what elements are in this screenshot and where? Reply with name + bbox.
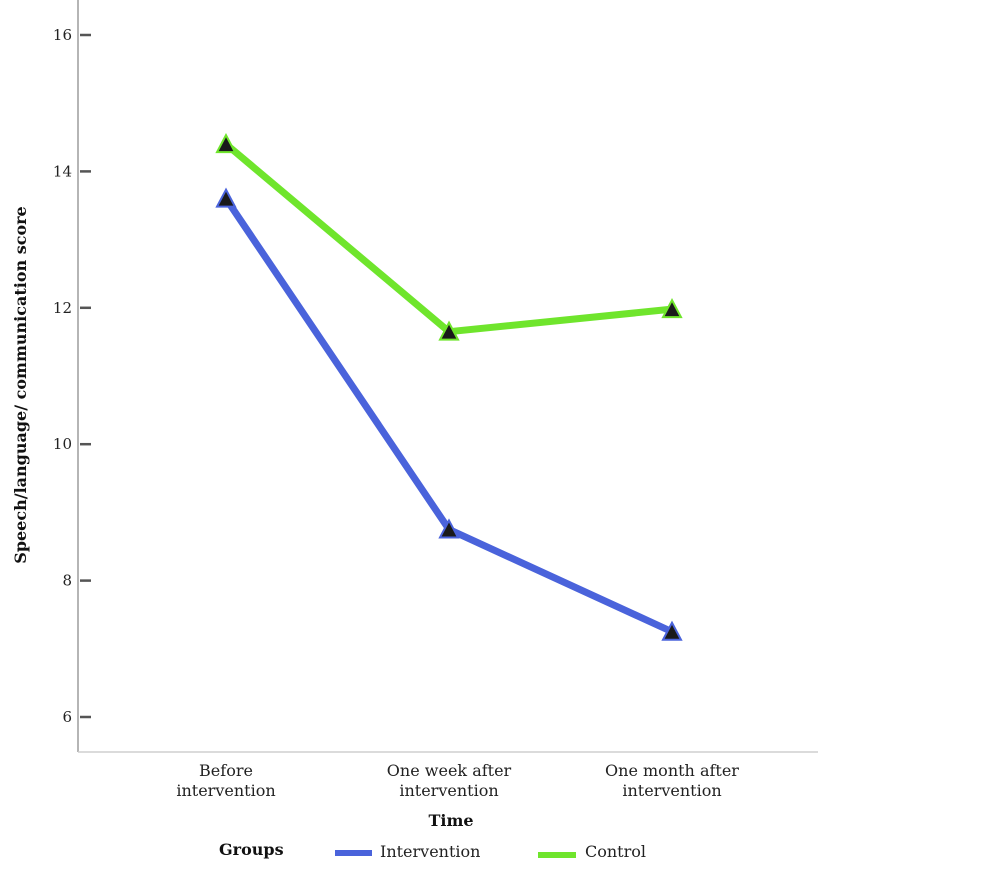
series-line-intervention: [222, 195, 676, 636]
series-lines: [222, 140, 676, 636]
data-point-intervention: [215, 187, 237, 208]
legend-title: Groups: [219, 840, 284, 859]
x-tick-label: One month after intervention: [605, 761, 739, 800]
data-point-control: [438, 320, 460, 341]
y-tick-label: 12: [53, 299, 72, 317]
data-point-control: [661, 298, 683, 319]
x-axis-title: Time: [428, 811, 473, 830]
data-point-control: [215, 132, 237, 154]
y-ticks: 6 8 10 12 14 16: [53, 26, 91, 726]
x-tick-labels: Before intervention One week after interven…: [176, 761, 739, 800]
y-axis-title: Speech/language/ communication score: [11, 206, 30, 563]
y-tick-label: 14: [53, 162, 72, 180]
data-point-intervention: [438, 518, 460, 539]
x-tick-label: Before intervention: [176, 761, 275, 800]
markers: [215, 132, 683, 641]
y-tick-label: 6: [62, 708, 72, 726]
x-tick-label: One week after intervention: [387, 761, 512, 800]
data-point-intervention: [661, 620, 683, 641]
legend-label-intervention: Intervention: [380, 842, 480, 861]
y-tick-label: 8: [62, 572, 72, 590]
axes: [77, 0, 818, 753]
legend: Groups Intervention Control: [219, 840, 646, 861]
y-tick-label: 16: [53, 26, 72, 44]
y-tick-label: 10: [53, 435, 72, 453]
legend-label-control: Control: [585, 842, 646, 861]
